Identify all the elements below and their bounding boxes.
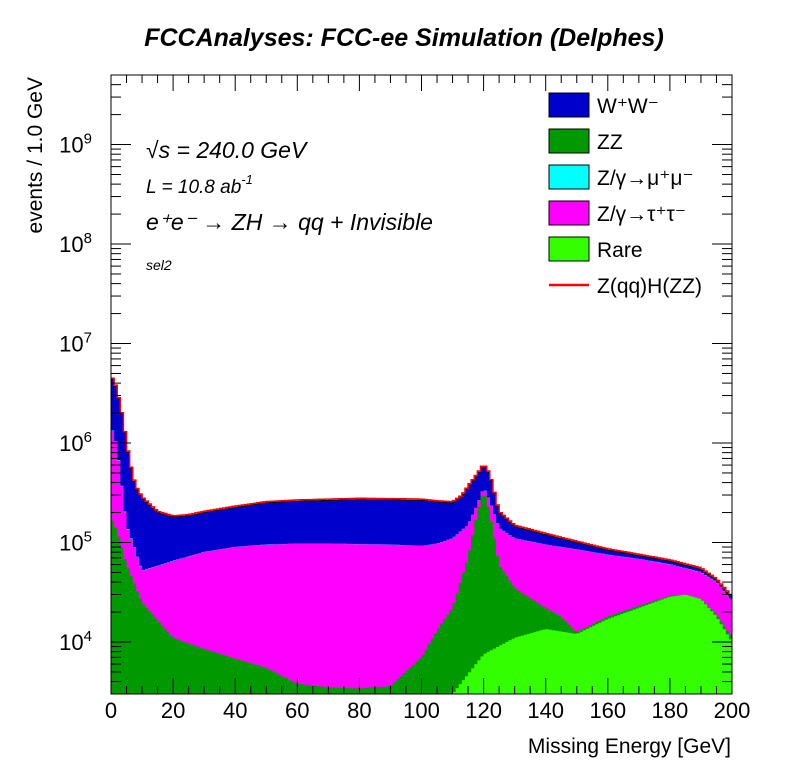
y-tick-mantissa: 10 [59, 530, 83, 555]
stack-outline [111, 379, 732, 597]
legend-label-z: Z/γ→τ⁺τ⁻ [597, 203, 686, 226]
x-tick-label: 40 [223, 698, 247, 723]
stack-fills [111, 379, 732, 694]
stack-outlines [111, 377, 732, 597]
y-tick-label: 105 [59, 528, 92, 555]
x-tick-label: 120 [465, 698, 502, 723]
y-tick-mantissa: 10 [59, 431, 83, 456]
annotation-selection: sel2 [146, 257, 172, 273]
y-tick-exponent: 7 [84, 330, 92, 347]
y-tick-exponent: 6 [84, 429, 92, 446]
legend-label-zz: ZZ [597, 131, 623, 154]
y-tick-label: 106 [59, 429, 92, 456]
annotation-process: e⁺e⁻ → ZH → qq + Invisible [146, 209, 433, 235]
y-tick-exponent: 5 [84, 528, 92, 545]
legend-label-z: Z/γ→μ⁺μ⁻ [597, 167, 694, 190]
x-tick-label: 60 [285, 698, 309, 723]
legend-swatch-w-w [548, 92, 590, 118]
y-tick-label: 109 [59, 131, 92, 158]
y-tick-label: 108 [59, 230, 92, 257]
signal-line [111, 377, 732, 596]
x-tick-label: 140 [527, 698, 564, 723]
legend-swatch-z [548, 200, 590, 226]
annotation-lumi-base: L = 10.8 ab [146, 177, 241, 198]
plot-annotations: √s = 240.0 GeV L = 10.8 ab-1 e⁺e⁻ → ZH →… [146, 137, 433, 273]
x-tick-label: 20 [161, 698, 185, 723]
y-tick-mantissa: 10 [59, 630, 83, 655]
stack-area-z [111, 431, 732, 694]
x-axis-label: Missing Energy [GeV] [528, 735, 731, 758]
y-tick-mantissa: 10 [59, 332, 83, 357]
chart-title: FCCAnalyses: FCC-ee Simulation (Delphes) [144, 24, 664, 52]
y-tick-mantissa: 10 [59, 133, 83, 158]
x-tick-label: 100 [403, 698, 440, 723]
legend-swatch-zz [548, 128, 590, 154]
legend-label-w-w: W⁺W⁻ [597, 95, 659, 118]
axis-tick-labels: 0 20 40 60 80 100 120 140 160 180 2001041051061071… [59, 131, 750, 723]
legend-label-z-qq-h-zz: Z(qq)H(ZZ) [597, 275, 702, 298]
y-tick-exponent: 8 [84, 230, 92, 247]
y-tick-label: 104 [59, 628, 92, 655]
legend-swatch-z [548, 164, 590, 190]
x-tick-label: 0 [105, 698, 117, 723]
legend-swatch-rare [548, 236, 590, 262]
stack-area-rare [111, 594, 732, 694]
y-tick-mantissa: 10 [59, 232, 83, 257]
y-tick-exponent: 9 [84, 131, 92, 148]
x-tick-label: 160 [589, 698, 626, 723]
y-tick-label: 107 [59, 330, 92, 357]
annotation-lumi: L = 10.8 ab-1 [146, 172, 253, 198]
annotation-sqrt-s: √s = 240.0 GeV [146, 137, 309, 163]
legend-label-rare: Rare [597, 239, 643, 262]
y-axis-label: events / 1.0 GeV [24, 77, 47, 233]
axis-ticks [110, 74, 733, 695]
x-tick-label: 180 [652, 698, 689, 723]
x-tick-label: 200 [714, 698, 751, 723]
y-tick-exponent: 4 [84, 628, 92, 645]
annotation-lumi-exp: -1 [241, 172, 253, 187]
legend: W⁺W⁻ ZZ Z/γ→μ⁺μ⁻ Z/γ→τ⁺τ⁻ Rare Z(qq)H(ZZ) [548, 92, 702, 298]
x-tick-label: 80 [347, 698, 371, 723]
